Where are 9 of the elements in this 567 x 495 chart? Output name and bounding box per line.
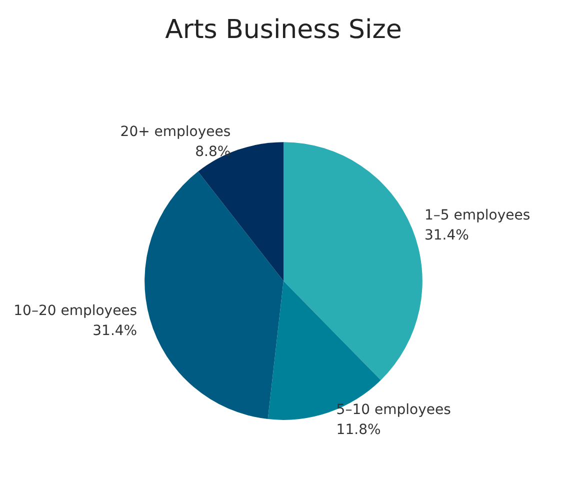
data-label: 11.8% [336, 422, 381, 438]
data-label: 31.4% [92, 322, 138, 339]
slice-label: 5–10 employees [336, 402, 451, 418]
chart-title: Arts Business Size [165, 15, 402, 45]
slice-label: 10–20 employees [14, 302, 138, 319]
data-label: 8.8% [195, 144, 231, 160]
slice-label: 1–5 employees [424, 207, 530, 224]
data-label: 31.4% [424, 227, 469, 244]
slice-label: 20+ employees [120, 124, 231, 140]
